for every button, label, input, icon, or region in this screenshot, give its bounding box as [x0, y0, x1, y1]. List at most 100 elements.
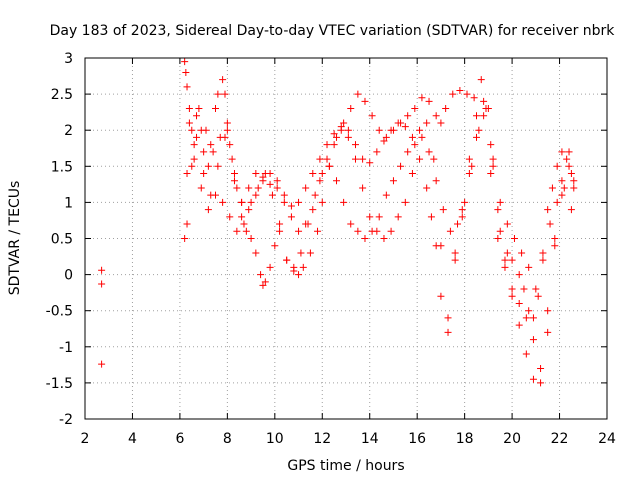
data-point: [534, 292, 542, 300]
data-point: [418, 133, 426, 141]
data-point: [240, 220, 248, 228]
data-point: [193, 112, 201, 120]
data-point: [411, 105, 419, 113]
data-point: [458, 206, 466, 214]
data-point: [204, 206, 212, 214]
data-point: [190, 141, 198, 149]
data-point: [532, 285, 540, 293]
data-point: [558, 177, 566, 185]
data-point: [304, 220, 312, 228]
data-point: [487, 170, 495, 178]
data-point: [565, 162, 573, 170]
data-point: [361, 97, 369, 105]
data-point: [463, 90, 471, 98]
series: [181, 112, 578, 387]
data-point: [245, 184, 253, 192]
data-point: [525, 263, 533, 271]
data-point: [183, 83, 191, 91]
data-point: [408, 133, 416, 141]
x-tick-label: 10: [266, 431, 284, 447]
x-tick-label: 24: [598, 431, 616, 447]
data-point: [404, 112, 412, 120]
data-point: [501, 256, 509, 264]
data-point: [451, 249, 459, 257]
data-point: [416, 126, 424, 134]
data-point: [551, 235, 559, 242]
data-point: [425, 148, 433, 156]
data-point: [230, 170, 238, 178]
data-point: [190, 155, 198, 163]
x-tick-label: 12: [313, 431, 331, 447]
data-point: [318, 170, 326, 178]
data-point: [314, 227, 322, 235]
data-point: [563, 155, 571, 163]
data-point: [468, 162, 476, 170]
data-point: [416, 155, 424, 163]
data-point: [558, 148, 566, 156]
data-point: [325, 162, 333, 170]
data-point: [295, 271, 303, 279]
data-point: [347, 220, 355, 228]
data-point: [283, 256, 291, 264]
data-point: [252, 170, 260, 178]
data-point: [570, 184, 578, 192]
data-point: [475, 126, 483, 134]
data-point: [252, 191, 260, 199]
data-point: [380, 235, 388, 242]
y-axis: 3 2.5 2 1.5 1 0.5 0 -0.5 -1 -1.5 -2: [46, 51, 607, 428]
data-point: [185, 119, 193, 127]
data-point: [223, 126, 231, 134]
y-tick-label: 2.5: [51, 87, 73, 103]
data-point: [214, 90, 222, 98]
data-point: [442, 105, 450, 113]
data-point: [480, 97, 488, 105]
data-point: [219, 76, 227, 84]
data-point: [508, 256, 516, 264]
data-point: [380, 137, 388, 145]
data-point: [311, 191, 319, 199]
data-point: [214, 162, 222, 170]
data-point: [316, 177, 324, 185]
data-point: [539, 249, 547, 257]
data-point: [437, 292, 445, 300]
data-point: [183, 220, 191, 228]
data-point: [259, 281, 267, 289]
data-point: [558, 191, 566, 199]
data-point: [257, 271, 265, 279]
data-point: [570, 177, 578, 185]
data-point: [280, 191, 288, 199]
data-point: [518, 249, 526, 257]
data-point: [309, 206, 317, 214]
data-point: [245, 206, 253, 214]
data-point: [318, 198, 326, 206]
data-point: [209, 148, 217, 156]
y-tick-label: -1: [59, 340, 73, 356]
series: [183, 105, 575, 293]
data-point: [496, 198, 504, 206]
data-point: [544, 328, 552, 336]
grid: [85, 58, 607, 419]
data-point: [98, 280, 106, 288]
data-point: [546, 220, 554, 228]
data-point: [188, 162, 196, 170]
data-point: [238, 213, 246, 221]
x-tick-label: 8: [223, 431, 232, 447]
data-point: [276, 220, 284, 228]
data-point: [508, 292, 516, 300]
data-point: [247, 235, 255, 242]
data-point: [354, 90, 362, 98]
data-point: [427, 213, 435, 221]
data-point: [387, 126, 395, 134]
data-point: [470, 94, 478, 102]
data-point: [185, 105, 193, 113]
data-point: [202, 126, 210, 134]
data-point: [473, 133, 480, 141]
data-point: [193, 133, 201, 141]
data-point: [437, 242, 445, 250]
data-point: [522, 314, 530, 322]
data-point: [330, 130, 338, 138]
y-tick-label: -2: [59, 412, 73, 428]
chart-title: Day 183 of 2023, Sidereal Day-to-day VTE…: [50, 23, 616, 39]
data-point: [333, 133, 341, 141]
